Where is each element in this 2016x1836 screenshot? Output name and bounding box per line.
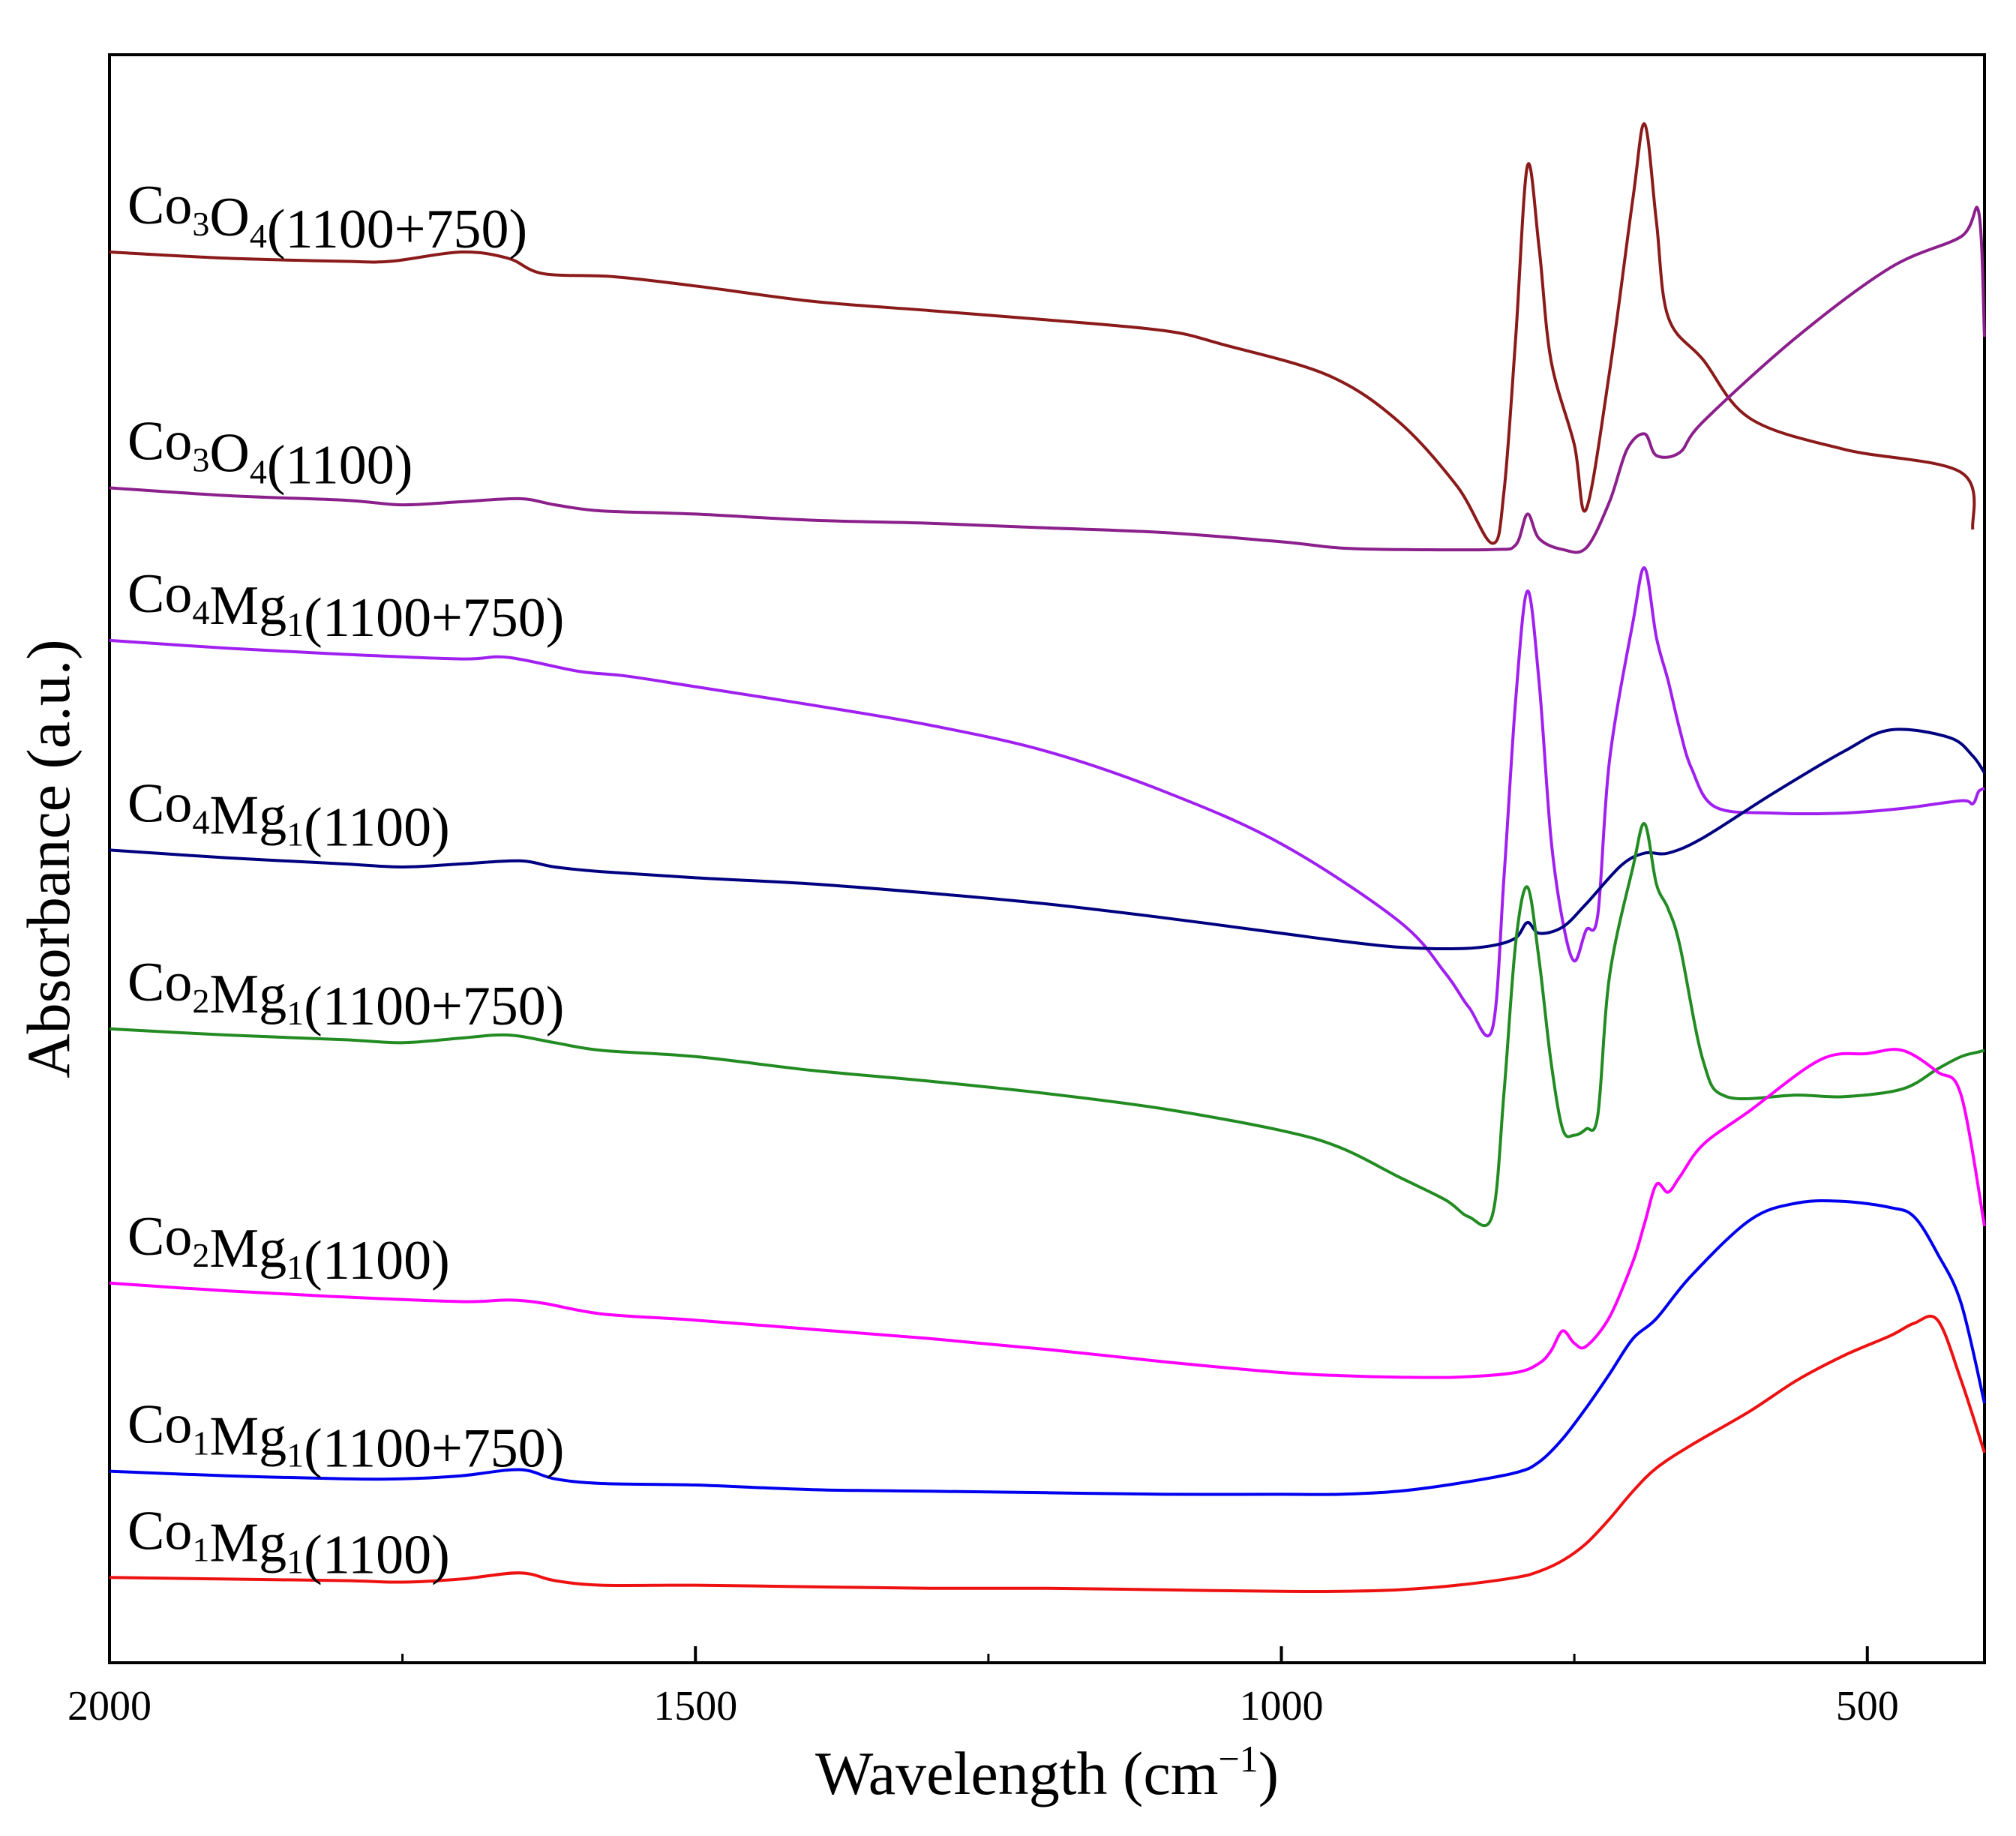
series-line-1 [109,122,1976,545]
series-line-5 [109,822,1985,1228]
series-label-8: Co1Mg1(1100) [128,1500,450,1586]
x-axis-tick-labels: 2000 1500 1000 500 [68,1683,1899,1730]
x-axis-ticks [108,1646,1869,1663]
series-line-3 [109,566,1985,1038]
series-lines [109,122,1986,1594]
series-label-1: Co3O4(1100+750) [128,175,527,260]
series-labels: Co3O4(1100+750) Co3O4(1100) Co4Mg1(1100+75… [128,175,564,1586]
series-line-6 [109,1048,1986,1379]
series-line-7 [109,1199,1986,1496]
x-tick-label: 1000 [1240,1683,1324,1730]
series-label-3: Co4Mg1(1100+750) [128,563,564,649]
series-line-8 [109,1315,1986,1594]
series-label-4: Co4Mg1(1100) [128,772,450,858]
x-axis-title: Wavelength (cm−1) [815,1738,1279,1808]
x-tick-label: 2000 [68,1683,152,1730]
series-label-7: Co1Mg1(1100+750) [128,1394,564,1480]
series-line-2 [109,206,1986,554]
x-tick-label: 1500 [653,1683,737,1730]
series-line-4 [109,728,1986,951]
series-label-2: Co3O4(1100) [128,411,412,496]
plot-frame [108,53,1986,1664]
x-tick-label: 500 [1836,1683,1899,1730]
series-label-5: Co2Mg1(1100+750) [128,952,564,1037]
y-axis-title: Absorbance (a.u.) [14,639,82,1078]
series-label-6: Co2Mg1(1100) [128,1206,450,1292]
